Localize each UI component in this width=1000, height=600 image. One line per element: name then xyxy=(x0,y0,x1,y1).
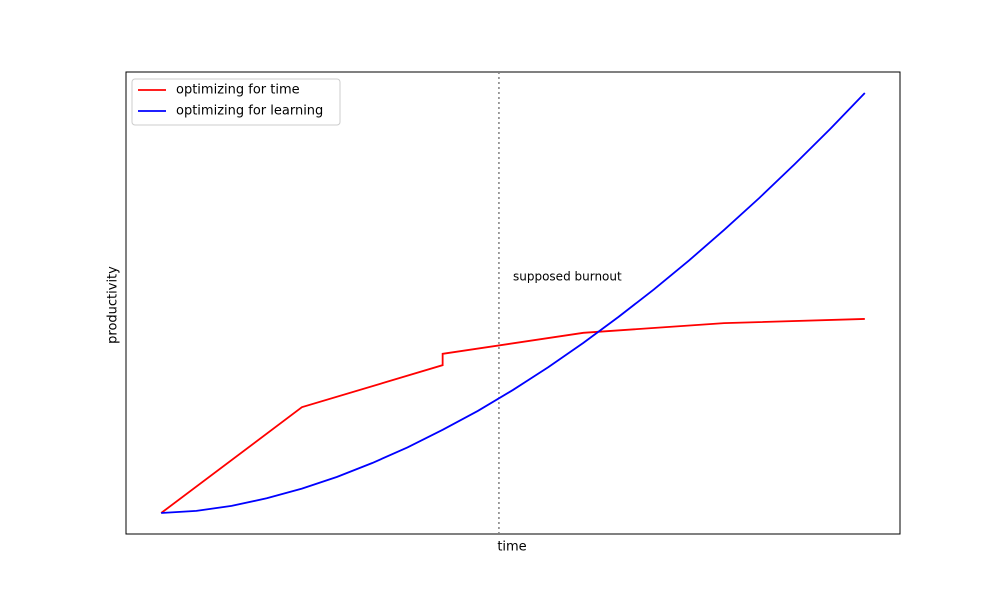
series-line xyxy=(161,92,866,514)
x-axis-label: time xyxy=(497,540,526,555)
legend-label: optimizing for time xyxy=(176,83,300,98)
plot-frame xyxy=(125,71,901,535)
legend-box xyxy=(131,78,341,126)
annotation: supposed burnout xyxy=(513,269,622,283)
series-line xyxy=(160,318,865,514)
legend-label: optimizing for learning xyxy=(176,104,323,119)
y-axis-label: productivity xyxy=(106,266,121,344)
